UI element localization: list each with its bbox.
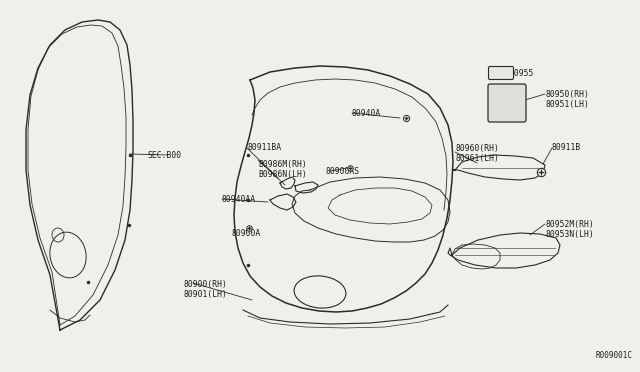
Text: SEC.B00: SEC.B00: [148, 151, 182, 160]
Text: 80900A: 80900A: [232, 228, 261, 237]
FancyBboxPatch shape: [488, 67, 513, 80]
Text: 80900(RH): 80900(RH): [184, 280, 228, 289]
Text: 80951(LH): 80951(LH): [546, 100, 590, 109]
Text: B0986M(RH): B0986M(RH): [258, 160, 307, 170]
FancyBboxPatch shape: [488, 84, 526, 122]
Text: B0986N(LH): B0986N(LH): [258, 170, 307, 180]
Text: 80961(LH): 80961(LH): [456, 154, 500, 163]
Text: 80952M(RH): 80952M(RH): [546, 221, 595, 230]
Text: R009001C: R009001C: [595, 351, 632, 360]
Text: 80911B: 80911B: [552, 144, 581, 153]
Text: 80940A: 80940A: [352, 109, 381, 118]
Text: 80955: 80955: [509, 70, 533, 78]
Text: 80901(LH): 80901(LH): [184, 291, 228, 299]
Text: 80940AA: 80940AA: [222, 196, 256, 205]
Text: 80960(RH): 80960(RH): [456, 144, 500, 153]
Text: 80900AS: 80900AS: [326, 167, 360, 176]
Text: 80953N(LH): 80953N(LH): [546, 231, 595, 240]
Text: 80950(RH): 80950(RH): [546, 90, 590, 99]
Text: 80911BA: 80911BA: [248, 144, 282, 153]
